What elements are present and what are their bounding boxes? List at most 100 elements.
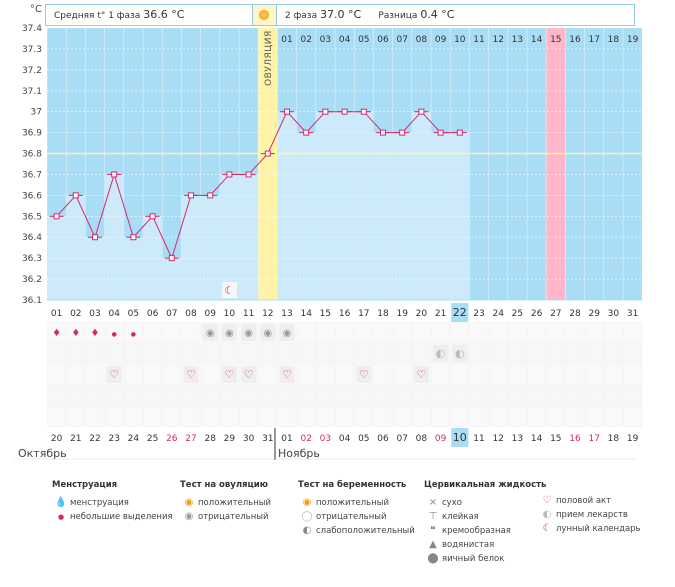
- symbol-cell: [431, 322, 450, 343]
- symbol-cell: [392, 406, 412, 427]
- dry-icon: ×: [428, 497, 438, 508]
- symbol-cell: [47, 385, 66, 406]
- pregnancy-test-icon: ◐: [436, 347, 446, 360]
- symbol-cell: [258, 406, 278, 427]
- legend-item: небольшие выделения: [70, 512, 173, 522]
- symbol-cell: [354, 385, 374, 406]
- calendar-date-label: 17: [588, 434, 599, 444]
- intercourse-icon: ♡: [109, 368, 119, 381]
- legend-other: ♡ половой акт ◐ прием лекарств ☾ лунный кал…: [538, 494, 641, 536]
- ovulation-test-negative-icon: ◉: [263, 328, 272, 339]
- symbol-cell: [469, 343, 489, 364]
- symbol-cell: [316, 343, 335, 364]
- symbol-cell: [85, 406, 105, 427]
- calendar-date-label: 19: [627, 434, 639, 444]
- intercourse-icon-bg: [356, 366, 372, 383]
- temperature-point: [322, 108, 329, 115]
- cycle-day-label: 29: [588, 309, 600, 319]
- ovulation-test-negative-icon-bg: [279, 324, 295, 341]
- symbol-cell: [623, 322, 642, 343]
- symbol-cell: [354, 322, 374, 343]
- phase2-day-label: 05: [358, 35, 369, 45]
- cycle-day-label: 08: [185, 309, 197, 319]
- symbol-cell: [162, 322, 182, 343]
- symbol-cell: [85, 385, 105, 406]
- symbol-cell: [450, 406, 470, 427]
- symbol-cell: [258, 385, 278, 406]
- cycle-day-label: 28: [569, 309, 581, 319]
- y-tick-label: 37.4: [22, 24, 42, 34]
- calendar-date-label: 29: [224, 434, 236, 444]
- symbol-cell: [220, 343, 239, 364]
- ovulation-test-negative-icon-bg: [241, 324, 257, 341]
- symbol-cell: [565, 385, 585, 406]
- drop-icon: 💧: [54, 497, 68, 508]
- phase2-day-label: 15: [550, 35, 561, 45]
- y-tick-label: 36.8: [22, 150, 42, 160]
- symbol-cell: [296, 385, 316, 406]
- symbol-cell: [469, 385, 489, 406]
- cycle-day-label: 16: [339, 309, 351, 319]
- calendar-date-label: 13: [512, 434, 523, 444]
- calendar-date-label: 16: [569, 434, 581, 444]
- legend-item: кремообразная: [442, 526, 511, 536]
- symbol-cell: [373, 406, 393, 427]
- temperature-point: [437, 129, 444, 136]
- ovulation-test-negative-icon: ◉: [244, 328, 253, 339]
- today-date-box: [451, 428, 469, 447]
- moon-icon: ☾: [542, 523, 552, 534]
- symbol-cell: [469, 364, 489, 385]
- temperature-bar: [181, 195, 201, 300]
- symbol-cell: [181, 385, 201, 406]
- phase2-summary: 2 фаза 37.0 °C Разница 0.4 °C: [276, 4, 635, 26]
- cycle-day-label: 05: [128, 309, 139, 319]
- intercourse-icon: ♡: [282, 368, 292, 381]
- symbol-cell: [277, 343, 297, 364]
- calendar-date-label: 30: [243, 434, 255, 444]
- symbol-cell: [316, 406, 335, 427]
- small-drop-icon: ●: [57, 513, 65, 521]
- menstruation-icon: ♦: [52, 328, 61, 339]
- ovulation-label: ОВУЛЯЦИЯ: [264, 30, 274, 86]
- temperature-bar: [393, 132, 412, 300]
- phase2-day-label: 10: [454, 35, 466, 45]
- symbol-cell: [584, 322, 604, 343]
- calendar-date-label: 10: [453, 431, 467, 444]
- symbol-cell: [296, 322, 316, 343]
- y-tick-label: 37: [31, 108, 42, 118]
- symbol-cell: [604, 343, 623, 364]
- symbol-cell: [335, 364, 354, 385]
- calendar-date-label: 05: [358, 434, 369, 444]
- calendar-date-label: 07: [396, 434, 407, 444]
- pregnancy-test-icon-bg: [452, 345, 468, 362]
- symbol-cell: [200, 343, 220, 364]
- phase2-day-label: 14: [531, 35, 543, 45]
- intercourse-icon: ♡: [359, 368, 369, 381]
- cycle-day-label: 14: [300, 309, 312, 319]
- symbol-cell: [143, 343, 162, 364]
- symbol-cell: [508, 364, 527, 385]
- symbol-cell: [200, 364, 220, 385]
- symbol-cell: [335, 385, 354, 406]
- symbol-cell: [104, 385, 124, 406]
- symbol-cell: [181, 406, 201, 427]
- legend-item: яичный белок: [442, 554, 505, 564]
- bbt-chart: ОВУЛЯЦИЯ 36.1 36.2 36.3 36.4 36.5 36.6 36.7 36.8…: [14, 4, 643, 460]
- temperature-point: [303, 129, 310, 136]
- symbol-cell: [47, 322, 66, 343]
- legend-cervical-title: Цервикальная жидкость: [424, 480, 547, 490]
- symbol-cell: [565, 322, 585, 343]
- phase2-value: 37.0 °C: [319, 8, 362, 21]
- symbol-cell: [162, 406, 182, 427]
- symbol-cell: [354, 406, 374, 427]
- cycle-day-label: 07: [166, 309, 177, 319]
- symbol-cell: [85, 364, 105, 385]
- cycle-day-label: 20: [416, 309, 428, 319]
- symbol-cell: [623, 364, 642, 385]
- symbol-cell: [316, 364, 335, 385]
- legend-item: водянистая: [442, 540, 495, 550]
- temperature-point: [130, 234, 137, 241]
- intercourse-icon-bg: [241, 366, 257, 383]
- temperature-point: [360, 108, 367, 115]
- symbol-cell: [488, 385, 508, 406]
